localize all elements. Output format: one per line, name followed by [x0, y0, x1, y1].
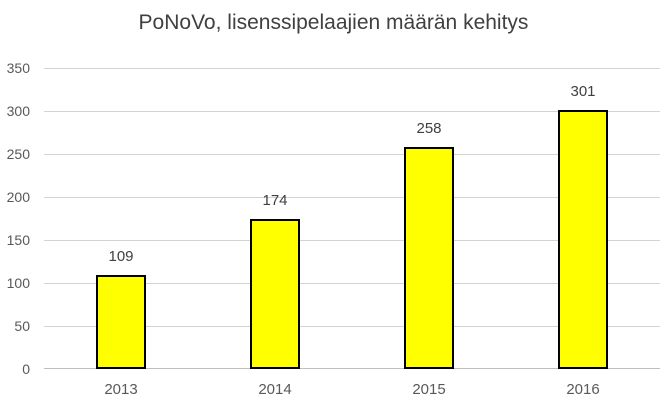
bar-2014	[250, 219, 300, 369]
x-axis-line	[44, 368, 660, 369]
chart-title: PoNoVo, lisenssipelaajien määrän kehitys	[138, 11, 529, 34]
bar-group-2013: 109	[44, 68, 198, 369]
gridline	[44, 326, 660, 327]
y-tick-label: 100	[6, 275, 30, 291]
gridline	[44, 111, 660, 112]
x-axis: 2013 2014 2015 2016	[44, 381, 660, 398]
gridline	[44, 197, 660, 198]
y-tick-label: 50	[14, 318, 30, 334]
gridline	[44, 240, 660, 241]
y-tick-label: 250	[6, 146, 30, 162]
data-label-2014: 174	[262, 192, 288, 209]
y-tick-label: 350	[6, 60, 30, 76]
x-tick-2016: 2016	[566, 381, 600, 398]
gridline	[44, 68, 660, 69]
y-axis: 0 50 100 150 200 250 300 350	[0, 60, 30, 377]
gridline	[44, 283, 660, 284]
bar-group-2014: 174	[198, 68, 352, 369]
bar-group-2016: 301	[506, 68, 660, 369]
data-label-2013: 109	[108, 248, 134, 265]
bar-group-2015: 258	[352, 68, 506, 369]
x-tick-2015: 2015	[412, 381, 446, 398]
y-tick-label: 300	[6, 103, 30, 119]
bar-series: 109 174 258 301	[44, 68, 660, 369]
y-tick-label: 200	[6, 189, 30, 205]
y-tick-label: 0	[22, 361, 30, 377]
bar-2016	[558, 110, 608, 369]
y-tick-label: 150	[6, 232, 30, 248]
data-label-2016: 301	[570, 83, 596, 100]
data-label-2015: 258	[416, 120, 442, 137]
x-tick-2013: 2013	[104, 381, 138, 398]
bar-2015	[404, 147, 454, 369]
gridline	[44, 154, 660, 155]
plot-area: 109 174 258 301	[44, 68, 660, 369]
bar-2013	[96, 275, 146, 369]
x-tick-2014: 2014	[258, 381, 292, 398]
